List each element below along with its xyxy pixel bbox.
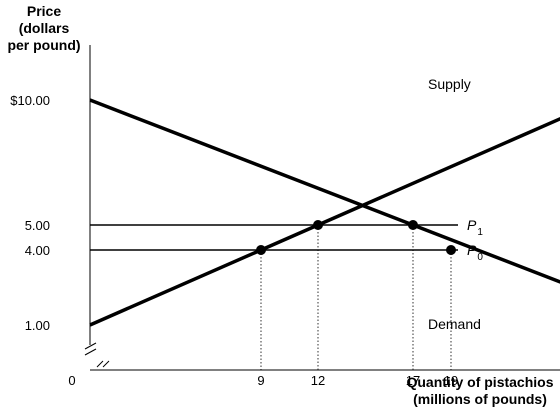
- y-tick-label-5: 5.00: [25, 218, 50, 233]
- x-tick-label-12: 12: [311, 373, 325, 388]
- origin-label: 0: [68, 373, 75, 388]
- price-line-label-p0: P0: [467, 242, 483, 263]
- y-tick-label-10: $10.00: [10, 93, 50, 108]
- x-axis-title-line-2: (millions of pounds): [413, 391, 547, 407]
- supply-curve: [89, 116, 560, 327]
- equilibrium-point-17-5: [408, 220, 418, 230]
- x-tick-label-17: 17: [406, 373, 420, 388]
- x-tick-label-9: 9: [257, 373, 264, 388]
- equilibrium-point-9-4: [256, 245, 266, 255]
- y-axis-title-line-2: (dollars: [19, 20, 70, 36]
- curves-group: [89, 98, 560, 327]
- y-axis-title-line-3: per pound): [7, 37, 80, 53]
- demand-curve-label: Demand: [428, 316, 481, 332]
- x-tick-label-19: 19: [444, 373, 458, 388]
- guide-lines-group: [260, 225, 452, 370]
- equilibrium-point-19-4: [446, 245, 456, 255]
- price-lines-group: [90, 224, 458, 251]
- equilibrium-point-12-5: [313, 220, 323, 230]
- axis-break-icon: [84, 342, 110, 368]
- y-axis-title-line-1: Price: [27, 3, 61, 19]
- supply-curve-label: Supply: [428, 76, 471, 92]
- price-line-label-p1: P1: [467, 217, 483, 238]
- demand-curve: [89, 98, 560, 284]
- points-group: [256, 220, 456, 255]
- labels-group: P1 P0 Supply Demand: [428, 76, 483, 332]
- y-tick-label-4: 4.00: [25, 243, 50, 258]
- x-axis-title-line-1: Quantity of pistachios: [406, 374, 553, 390]
- ticks-group: $10.00 5.00 4.00 1.00 9 12 17 19: [10, 93, 458, 388]
- y-tick-label-1: 1.00: [25, 318, 50, 333]
